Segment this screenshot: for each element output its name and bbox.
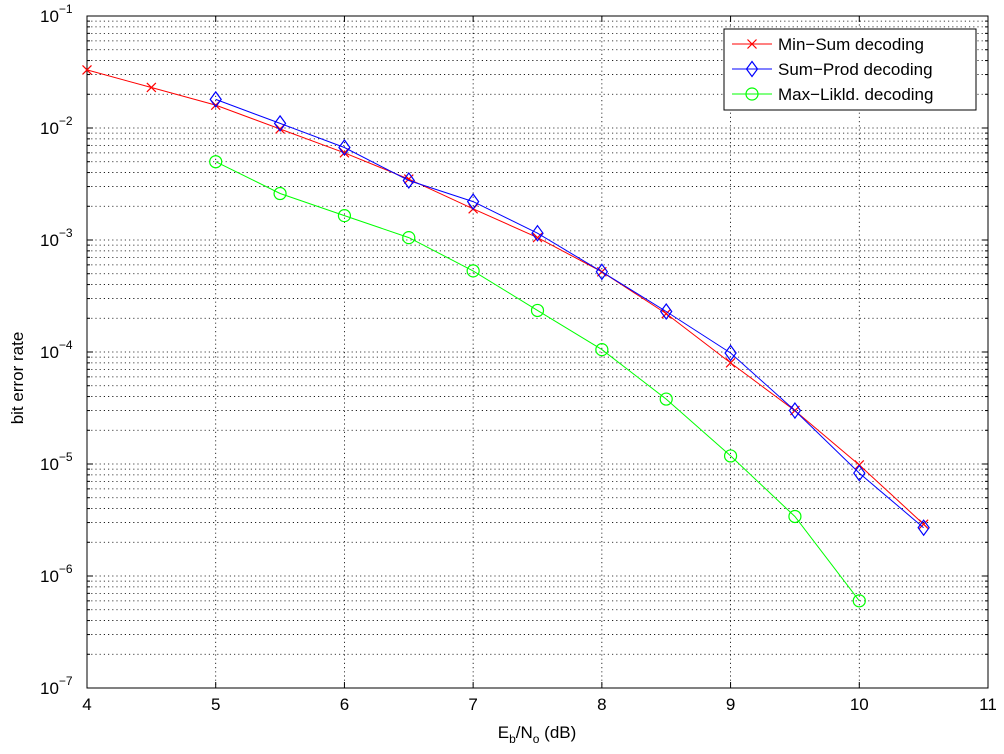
x-tick-label: 8	[597, 695, 606, 714]
legend: Min−Sum decoding Sum−Prod decoding Max−Lik…	[723, 28, 977, 111]
y-tick-label: 10−5	[40, 450, 73, 474]
data-point-circle-marker	[852, 594, 866, 608]
data-point-circle-marker	[466, 264, 480, 278]
legend-label: Min−Sum decoding	[778, 35, 924, 54]
x-axis-label-mid: /N	[516, 723, 533, 742]
data-point-diamond-marker	[917, 519, 930, 537]
data-point-x-marker	[725, 357, 736, 368]
series-line	[215, 161, 860, 602]
data-point-diamond-marker	[659, 302, 673, 321]
data-point-circle-marker	[337, 209, 352, 223]
data-point-diamond-marker	[595, 263, 609, 281]
x-tick-label: 4	[82, 695, 91, 714]
x-axis-label-main: E	[498, 723, 509, 742]
legend-entry: Min−Sum decoding	[732, 35, 924, 54]
data-point-circle-marker	[595, 343, 609, 357]
data-point-diamond-marker	[724, 344, 737, 362]
data-point-x-marker	[82, 65, 92, 75]
x-tick-label: 10	[850, 695, 869, 714]
y-tick-label: 10−7	[40, 674, 73, 698]
data-point-circle-marker	[209, 155, 223, 169]
data-point-circle-marker	[530, 303, 545, 318]
data-point-x-marker	[339, 147, 350, 158]
y-tick-label: 10−2	[40, 114, 73, 138]
data-point-circle-marker	[723, 449, 738, 463]
data-point-diamond-marker	[209, 90, 222, 108]
x-tick-label: 9	[726, 695, 735, 714]
x-axis-label: Eb/No (dB)	[498, 723, 577, 746]
y-tick-label: 10−6	[40, 562, 73, 586]
series-line	[86, 69, 924, 525]
data-point-circle-marker	[659, 392, 673, 406]
series-line	[215, 98, 924, 529]
data-point-diamond-marker	[338, 138, 351, 156]
data-point-x-marker	[747, 39, 757, 49]
axis-ticks: 4 5 6 7 8 9 10 11 10−1 10−2 10−3 10−4 10−5 10−6 10−7	[40, 2, 997, 714]
x-tick-label: 7	[468, 695, 477, 714]
x-tick-label: 5	[211, 695, 220, 714]
series-0	[82, 65, 929, 530]
y-axis-label: bit error rate	[8, 332, 27, 425]
x-axis-label-sub2: o	[533, 732, 540, 746]
data-point-diamond-marker	[531, 224, 544, 242]
data-point-diamond-marker	[853, 464, 866, 482]
data-point-circle-marker	[402, 231, 416, 245]
legend-label: Sum−Prod decoding	[778, 60, 933, 79]
series-1	[209, 90, 930, 537]
data-point-circle-marker	[745, 87, 759, 101]
data-point-diamond-marker	[788, 402, 802, 420]
data-point-diamond-marker	[466, 193, 480, 211]
x-tick-label: 6	[340, 695, 349, 714]
data-point-x-marker	[146, 82, 157, 93]
y-tick-label: 10−1	[40, 2, 73, 26]
grid-lines	[87, 16, 988, 688]
y-tick-label: 10−3	[40, 226, 73, 250]
x-axis-label-sub1: b	[509, 732, 516, 746]
legend-entry: Sum−Prod decoding	[732, 60, 933, 79]
y-tick-label: 10−4	[40, 338, 73, 362]
series-2	[209, 155, 866, 608]
series-layer	[82, 65, 930, 608]
data-point-x-marker	[661, 308, 672, 319]
x-axis-label-tail: (dB)	[539, 723, 576, 742]
data-point-diamond-marker	[402, 171, 416, 189]
data-point-x-marker	[918, 519, 929, 530]
x-tick-label: 11	[979, 695, 997, 714]
data-point-circle-marker	[788, 509, 802, 524]
legend-entry: Max−Likld. decoding	[732, 85, 933, 104]
data-point-diamond-marker	[273, 114, 287, 132]
data-point-diamond-marker	[745, 60, 759, 78]
data-point-circle-marker	[273, 186, 287, 201]
legend-label: Max−Likld. decoding	[778, 85, 933, 104]
